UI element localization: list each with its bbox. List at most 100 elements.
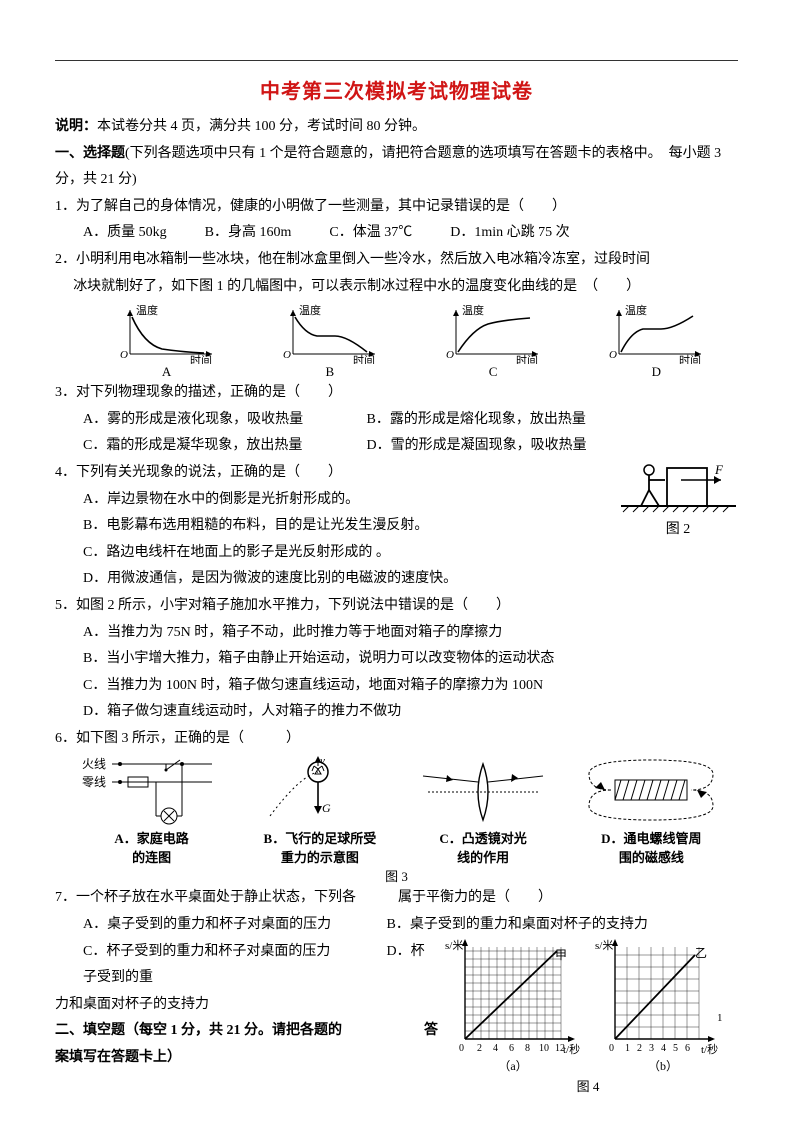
q2-label-C: C [438, 364, 548, 380]
svg-text:O: O [283, 349, 291, 361]
svg-text:时间: 时间 [516, 354, 538, 364]
q6-figcap: 图 3 [55, 866, 738, 885]
sec2-graphs: s/米 甲 0 2 4 6 8 [438, 939, 738, 1095]
q3-row1: A．雾的形成是液化现象，吸收热量 B．露的形成是熔化现象，放出热量 [55, 407, 738, 434]
q4-C: C．路边电线杆在地面上的影子是光反射形成的 。 [55, 540, 738, 567]
football-gravity-icon: v G [260, 756, 380, 828]
q6-C: C．凸透镜对光 线的作用 [413, 756, 553, 866]
svg-text:零线: 零线 [82, 775, 106, 789]
q3-B: B．露的形成是熔化现象，放出热量 [367, 412, 586, 427]
q2-figures: 温度 O 时间 A 温度 O 时间 B 温度 [85, 304, 738, 380]
q2-label-A: A [112, 364, 222, 380]
q7-A: A．桌子受到的重力和杯子对桌面的压力 [83, 912, 383, 939]
q5-D: D．箱子做匀速直线运动时，人对箱子的推力不做功 [55, 699, 738, 726]
svg-text:t/秒: t/秒 [563, 1042, 580, 1056]
sec1-desc: (下列各题选项中只有 1 个是符合题意的，请把符合题意的选项填写在答题卡的表格中… [55, 146, 721, 188]
q2-label-B: B [275, 364, 385, 380]
svg-text:温度: 温度 [625, 304, 647, 317]
q6-A2: 的连图 [77, 847, 227, 866]
svg-text:时间: 时间 [353, 354, 375, 364]
svg-text:温度: 温度 [299, 304, 321, 317]
svg-text:时间: 时间 [679, 354, 701, 364]
svg-text:2: 2 [637, 1043, 642, 1054]
page-title: 中考第三次模拟考试物理试卷 [55, 75, 738, 104]
q2-l1: 2．小明利用电冰箱制一些冰块，他在制冰盒里倒入一些冷水，然后放入电冰箱冷冻室，过… [55, 247, 738, 274]
curve-C-icon: 温度 O 时间 [438, 304, 548, 364]
circuit-icon: 火线 零线 [82, 756, 222, 828]
q2-fig-D: 温度 O 时间 D [601, 304, 711, 380]
q6-D1: D．通电螺线管周 [576, 828, 726, 847]
q6-C2: 线的作用 [413, 847, 553, 866]
svg-text:F: F [714, 462, 724, 477]
q6-D2: 围的磁感线 [576, 847, 726, 866]
explain-text: 本试卷分共 4 页，满分共 100 分，考试时间 80 分钟。 [97, 119, 426, 134]
q6-A: 火线 零线 A．家庭电路 的连图 [77, 756, 227, 866]
q4-D: D．用微波通信，是因为微波的速度比别的电磁波的速度快。 [55, 566, 738, 593]
q2-fig-B: 温度 O 时间 B [275, 304, 385, 380]
q1-options: A．质量 50kg B．身高 160m C．体温 37℃ D．1min 心跳 7… [55, 220, 738, 247]
explain-line: 说明：本试卷分共 4 页，满分共 100 分，考试时间 80 分钟。 [55, 114, 738, 141]
solenoid-icon [581, 756, 721, 828]
q1-A: A．质量 50kg [83, 220, 167, 247]
q3-D: D．雪的形成是凝固现象，吸收热量 [367, 438, 587, 453]
q5-stem: 5．如图 2 所示，小宇对箱子施加水平推力，下列说法中错误的是（ ） [55, 593, 738, 620]
svg-text:O: O [120, 349, 128, 361]
svg-text:甲: 甲 [555, 948, 567, 962]
svg-text:温度: 温度 [136, 304, 158, 317]
svg-text:O: O [446, 349, 454, 361]
q7-row1: A．桌子受到的重力和杯子对桌面的压力 B．桌子受到的重力和桌面对杯子的支持力 [55, 912, 738, 939]
q3-stem: 3．对下列物理现象的描述，正确的是（ ） [55, 380, 738, 407]
sec1-head: 一、选择题 [55, 146, 125, 161]
svg-text:0: 0 [459, 1043, 464, 1054]
svg-text:1: 1 [625, 1043, 630, 1054]
curve-B-icon: 温度 O 时间 [275, 304, 385, 364]
svg-text:1: 1 [717, 1012, 723, 1024]
svg-text:G: G [322, 801, 331, 815]
q7-C: C．杯子受到的重力和杯子对桌面的压力 [83, 939, 383, 966]
svg-text:时间: 时间 [190, 354, 212, 364]
sec2-l1b: 答 [424, 1018, 438, 1045]
graph-b-cap: （b） [595, 1057, 731, 1074]
q1-B: B．身高 160m [205, 220, 292, 247]
svg-text:8: 8 [525, 1043, 530, 1054]
svg-text:3: 3 [649, 1043, 654, 1054]
explain-label: 说明： [55, 119, 97, 134]
svg-text:s/米: s/米 [595, 939, 613, 952]
q7-B: B．桌子受到的重力和桌面对杯子的支持力 [387, 917, 648, 932]
q2-label-D: D [601, 364, 711, 380]
grid-chart-a-icon: s/米 甲 0 2 4 6 8 [445, 939, 581, 1057]
q2-l2: 冰块就制好了，如下图 1 的几幅图中，可以表示制冰过程中水的温度变化曲线的是 （… [55, 274, 738, 301]
q1-C: C．体温 37℃ [329, 220, 412, 247]
q5-A: A．当推力为 75N 时，箱子不动，此时推力等于地面对箱子的摩擦力 [55, 620, 738, 647]
svg-text:2: 2 [477, 1043, 482, 1054]
sec2-l1a: 二、填空题（每空 1 分，共 21 分。请把各题的 [55, 1023, 342, 1038]
q6-stem: 6．如下图 3 所示，正确的是（ ） [55, 726, 738, 753]
exam-page: 中考第三次模拟考试物理试卷 说明：本试卷分共 4 页，满分共 100 分，考试时… [0, 0, 793, 1122]
q3-C: C．霜的形成是凝华现象，放出热量 [83, 433, 363, 460]
graph-a-cap: （a） [445, 1057, 581, 1074]
svg-text:4: 4 [661, 1043, 666, 1054]
curve-A-icon: 温度 O 时间 [112, 304, 222, 364]
svg-text:温度: 温度 [462, 304, 484, 317]
q2-fig-C: 温度 O 时间 C [438, 304, 548, 380]
svg-text:O: O [609, 349, 617, 361]
svg-text:火线: 火线 [82, 757, 106, 771]
grid-chart-b-icon: s/米 乙 1 0 1 2 3 4 [595, 939, 731, 1057]
svg-text:4: 4 [493, 1043, 498, 1054]
section1-heading: 一、选择题(下列各题选项中只有 1 个是符合题意的，请把符合题意的选项填写在答题… [55, 141, 738, 194]
q4-figcap: 图 2 [618, 518, 738, 538]
svg-text:6: 6 [509, 1043, 514, 1054]
q4-figure: F 图 2 [618, 456, 738, 538]
svg-text:t/秒: t/秒 [701, 1042, 718, 1056]
q6-A1: A．家庭电路 [77, 828, 227, 847]
push-box-icon: F [621, 456, 736, 518]
graph-a: s/米 甲 0 2 4 6 8 [445, 939, 581, 1074]
svg-text:乙: 乙 [695, 946, 707, 960]
svg-text:s/米: s/米 [445, 939, 463, 952]
svg-text:5: 5 [673, 1043, 678, 1054]
q5-C: C．当推力为 100N 时，箱子做匀速直线运动，地面对箱子的摩擦力为 100N [55, 673, 738, 700]
fig4-cap: 图 4 [438, 1076, 738, 1095]
q6-B: v G B．飞行的足球所受 重力的示意图 [250, 756, 390, 866]
q2-fig-A: 温度 O 时间 A [112, 304, 222, 380]
q3-A: A．雾的形成是液化现象，吸收热量 [83, 407, 363, 434]
